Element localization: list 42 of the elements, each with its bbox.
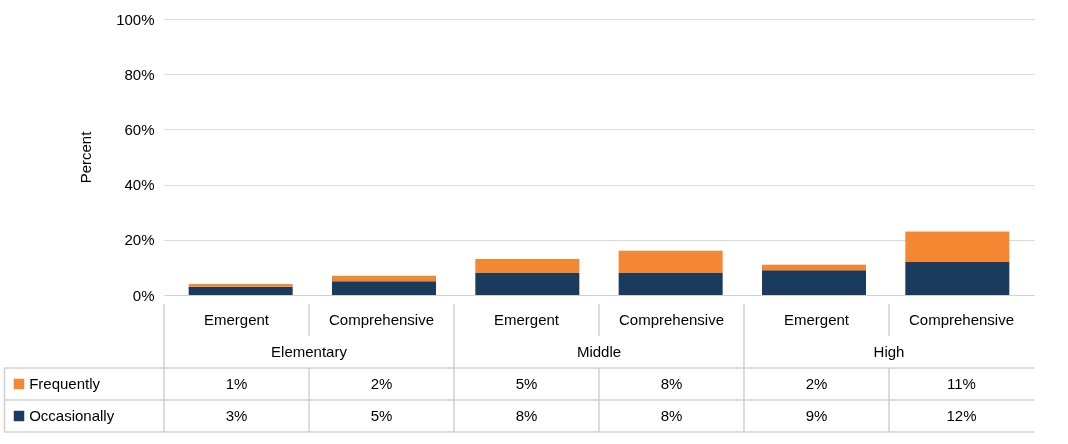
x-tick-label: Comprehensive: [908, 311, 1015, 328]
bar: [475, 259, 580, 273]
bar: [188, 283, 293, 287]
data-label: 12%: [946, 407, 977, 424]
y-tick-label: 80%: [124, 65, 155, 83]
bar: [618, 272, 723, 295]
x-tick-label: Comprehensive: [328, 311, 435, 328]
text: Elementary: [271, 343, 348, 360]
data-label: 8%: [660, 375, 683, 392]
y-tick-label: 0%: [132, 286, 155, 304]
y-axis-title: Percent: [77, 130, 95, 184]
data-label: 2%: [805, 375, 828, 392]
y-tick-label: 100%: [116, 10, 155, 28]
bar: [905, 261, 1010, 295]
x-tick-label: Emergent: [493, 311, 560, 328]
data-label: 8%: [515, 407, 538, 424]
bar: [332, 281, 436, 295]
legend-label: Occasionally: [29, 407, 115, 424]
y-tick-label: 40%: [124, 176, 155, 194]
y-tick-label: 20%: [124, 231, 155, 249]
text: Middle: [576, 343, 622, 360]
x-tick-label: Comprehensive: [618, 311, 725, 328]
data-label: 9%: [805, 407, 828, 424]
data-label: 3%: [225, 407, 248, 424]
bar: [762, 270, 866, 295]
text: High: [873, 343, 905, 360]
y-tick-label: 60%: [124, 120, 155, 138]
data-label: 1%: [225, 375, 248, 392]
data-label: 5%: [515, 375, 538, 392]
bar: [188, 286, 293, 295]
legend-label: Frequently: [29, 375, 101, 392]
x-tick-label: Emergent: [203, 311, 270, 328]
bar: [475, 272, 580, 295]
data-label: 5%: [370, 407, 393, 424]
bar: [332, 275, 436, 282]
data-label: 11%: [947, 375, 976, 392]
bar: [618, 250, 723, 273]
data-label: 8%: [660, 407, 683, 424]
bar: [905, 231, 1010, 262]
data-label: 2%: [370, 375, 393, 392]
bar: [762, 264, 866, 271]
x-tick-label: Emergent: [783, 311, 850, 328]
